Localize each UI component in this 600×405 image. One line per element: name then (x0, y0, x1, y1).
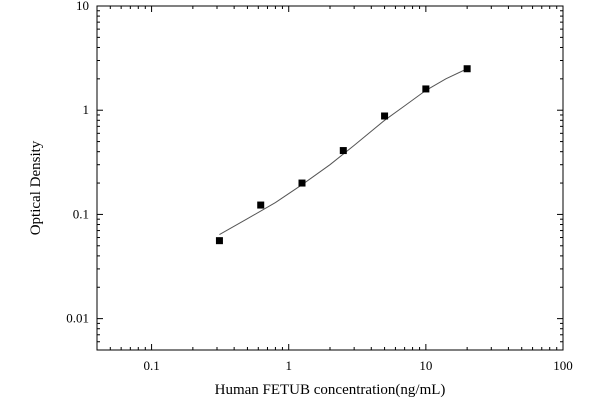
x-tick-label: 0.1 (143, 358, 159, 373)
x-axis-label: Human FETUB concentration(ng/mL) (215, 382, 446, 398)
data-point (381, 112, 389, 120)
y-tick-label: 10 (76, 0, 89, 13)
x-tick-label: 100 (553, 358, 573, 373)
fit-curve (219, 68, 468, 236)
fit-curve-group (219, 68, 468, 236)
y-tick-label: 0.1 (73, 206, 89, 221)
data-point (339, 147, 347, 155)
y-axis-label: Optical Density (28, 140, 44, 235)
x-tick-label: 1 (285, 358, 292, 373)
y-tick-label: 1 (83, 102, 90, 117)
data-point (257, 201, 265, 209)
data-point (463, 65, 471, 73)
x-tick-label: 10 (419, 358, 432, 373)
plot-frame (96, 5, 564, 351)
data-point (422, 85, 430, 93)
axes: 0.1 1 10 100 0.01 0.1 1 10 (66, 0, 573, 373)
data-point (298, 179, 306, 187)
data-point (215, 237, 223, 245)
data-points (215, 65, 471, 245)
y-tick-label: 0.01 (66, 311, 89, 326)
